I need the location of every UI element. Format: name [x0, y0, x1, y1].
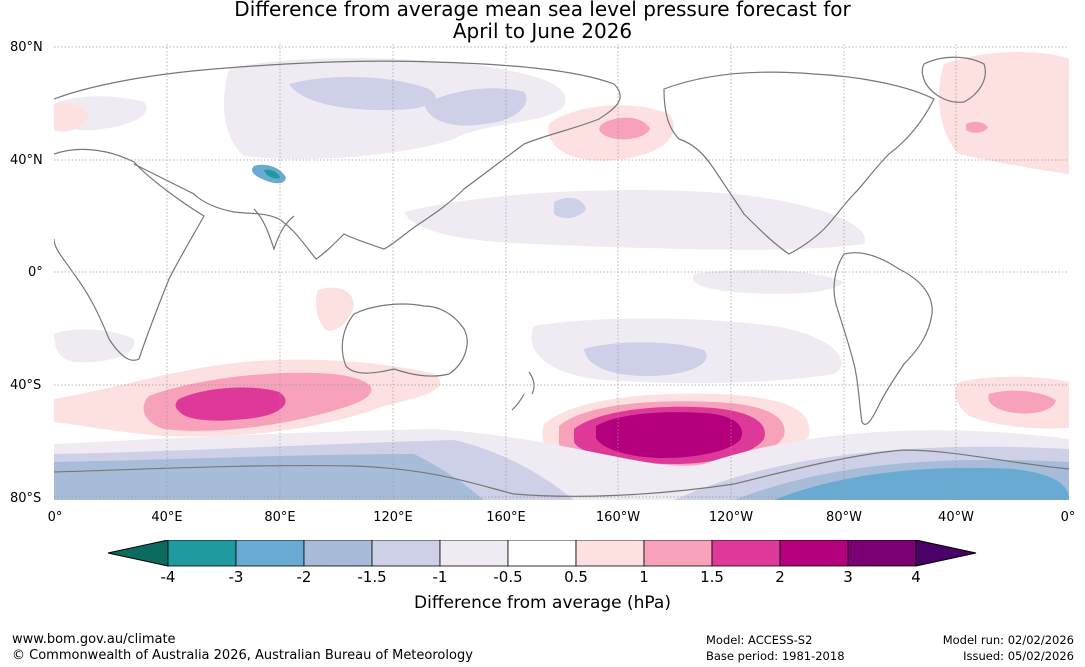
- colorbar-tick-label: -1.5: [357, 568, 387, 586]
- colorbar-segment-1: [167, 540, 237, 567]
- lat-label-80n: 80°N: [10, 40, 43, 55]
- anomaly-south-atlantic-high-core: [988, 390, 1056, 414]
- colorbar-tick-label: -1: [432, 568, 448, 586]
- colorbar-segment-9: [711, 540, 781, 567]
- footer-base-period: Base period: 1981-2018: [706, 649, 845, 663]
- colorbar-tick-label: 1.5: [700, 568, 724, 586]
- colorbar-segment-4: [371, 540, 441, 567]
- map-title-line-1: Difference from average mean sea level p…: [234, 0, 851, 21]
- colorbar-segment-3: [303, 540, 373, 567]
- lat-label-80s: 80°S: [10, 491, 42, 506]
- coast-eurasia: [54, 60, 621, 260]
- lon-label-0: 0°: [47, 510, 63, 525]
- colorbar-segment-7: [575, 540, 645, 567]
- lat-label-40n: 40°N: [10, 153, 43, 168]
- anomaly-south-pacific-low: [584, 342, 707, 377]
- pressure-anomaly-map: [54, 44, 1069, 500]
- lat-label-40s: 40°S: [10, 378, 42, 393]
- colorbar-segment-11: [847, 540, 917, 567]
- anomaly-tibet-low-core: [264, 169, 280, 179]
- footer-model-run: Model run: 02/02/2026: [942, 633, 1074, 647]
- anomaly-north-pacific-band: [404, 190, 866, 250]
- coast-antarctica: [54, 449, 1069, 497]
- anomaly-north-asia-low: [289, 76, 436, 111]
- lon-label-40e: 40°E: [151, 510, 183, 525]
- colorbar-tick-label: -3: [228, 568, 244, 586]
- lon-label-120e: 120°E: [373, 510, 413, 525]
- coast-india: [253, 208, 295, 251]
- coastlines: [54, 56, 1069, 497]
- footer-model: Model: ACCESS-S2: [706, 633, 813, 647]
- footer-issued: Issued: 05/02/2026: [963, 649, 1074, 663]
- colorbar-segment-2: [235, 540, 305, 567]
- coast-south-america: [833, 252, 933, 425]
- colorbar-segment-10: [779, 540, 849, 567]
- colorbar-tick-label: -0.5: [493, 568, 523, 586]
- lon-label-80w: 80°W: [826, 510, 862, 525]
- map-title-line-2: April to June 2026: [452, 19, 633, 43]
- anomaly-africa-lowish: [54, 329, 135, 363]
- lon-label-360: 0°: [1060, 510, 1076, 525]
- colorbar-tick-label: -2: [296, 568, 312, 586]
- colorbar: [107, 540, 977, 567]
- coast-australia: [341, 303, 468, 377]
- anomaly-arafura-high: [316, 287, 354, 331]
- colorbar-segment-6: [507, 540, 577, 567]
- coast-greenland: [921, 56, 986, 103]
- anomaly-antarctic-lowest: [774, 467, 1069, 500]
- lon-label-120w: 120°W: [708, 510, 754, 525]
- colorbar-segment-5: [439, 540, 509, 567]
- anomaly-indian-ocean-high-core: [175, 387, 286, 421]
- lon-label-160e: 160°E: [486, 510, 526, 525]
- colorbar-tick-label: 1: [639, 568, 649, 586]
- anomaly-siberia-low: [424, 88, 527, 126]
- coast-new-zealand: [511, 371, 535, 411]
- colorbar-tick-label: 3: [843, 568, 853, 586]
- anomaly-europe-high: [54, 102, 89, 132]
- lon-label-80e: 80°E: [264, 510, 296, 525]
- graticule: [54, 44, 1069, 500]
- colorbar-tick-label: 4: [911, 568, 921, 586]
- footer-copyright: © Commonwealth of Australia 2026, Austra…: [12, 648, 473, 663]
- colorbar-tick-label: -4: [160, 568, 176, 586]
- footer-website[interactable]: www.bom.gov.au/climate: [12, 632, 176, 647]
- lat-label-0: 0°: [28, 265, 43, 280]
- anomaly-atlantic-high: [939, 52, 1069, 174]
- anomaly-south-pacific-high-core: [596, 412, 743, 458]
- colorbar-title: Difference from average (hPa): [414, 593, 671, 613]
- colorbar-over-arrow: [915, 540, 977, 567]
- colorbar-tick-label: 2: [775, 568, 785, 586]
- colorbar-segment-8: [643, 540, 713, 567]
- coast-north-america: [663, 71, 935, 255]
- colorbar-under-arrow: [107, 540, 169, 567]
- anomaly-atlantic-high-core: [966, 121, 988, 133]
- lon-label-160w: 160°W: [595, 510, 641, 525]
- anomaly-antarctic-lower-west: [54, 454, 484, 500]
- anomaly-north-pacific-low: [554, 197, 586, 219]
- colorbar-tick-label: 0.5: [564, 568, 588, 586]
- lon-label-40w: 40°W: [938, 510, 974, 525]
- anomaly-pacific-high-core: [599, 117, 650, 140]
- coast-africa: [54, 148, 205, 361]
